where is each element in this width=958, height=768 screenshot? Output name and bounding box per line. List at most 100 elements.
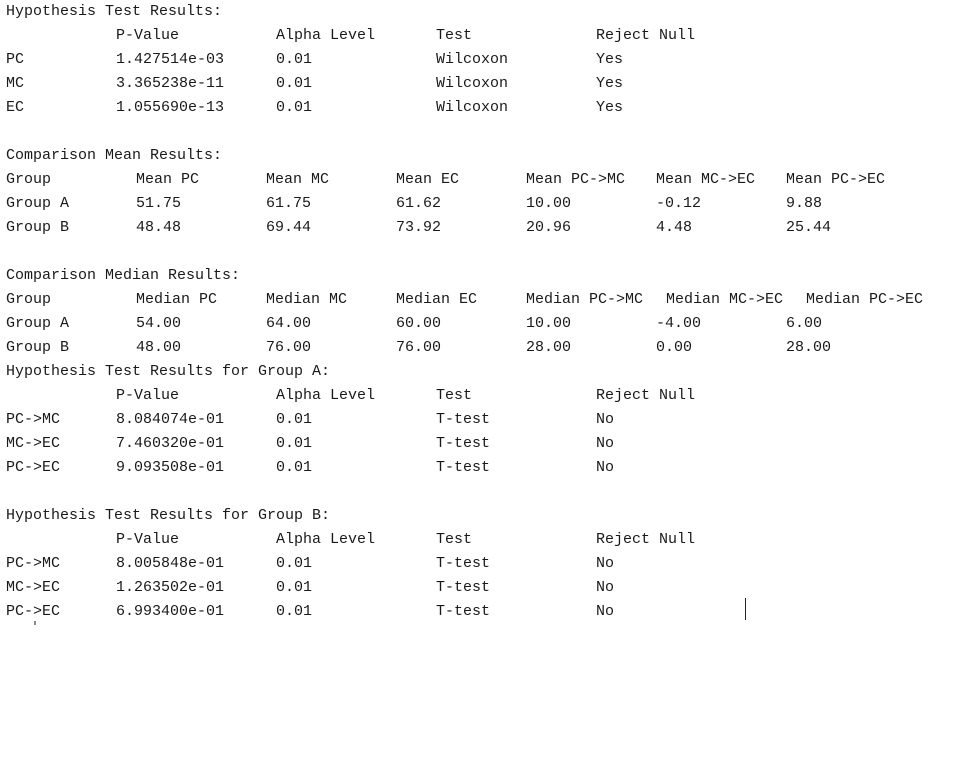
value-cell: 25.44 [786,219,832,236]
mean-results-heading: Comparison Mean Results: [0,144,222,168]
value-cell: 28.00 [526,339,572,356]
test-cell: T-test [436,603,491,620]
test-cell: T-test [436,435,491,452]
table-row: PC->EC 6.993400e-01 0.01 T-test No [0,600,614,624]
reject-cell: No [596,435,615,452]
column-header-alpha: Alpha Level [276,531,376,548]
column-header-median-pc-mc: Median PC->MC [526,291,644,308]
section-title: Hypothesis Test Results for Group A: [6,363,331,380]
table-row: Group A 54.00 64.00 60.00 10.00 -4.00 6.… [0,312,822,336]
value-cell: 0.00 [656,339,693,356]
column-header-median-mc: Median MC [266,291,348,308]
table-row: MC 3.365238e-11 0.01 Wilcoxon Yes [0,72,623,96]
column-header-mean-pc: Mean PC [136,171,200,188]
table-row: Group B 48.48 69.44 73.92 20.96 4.48 25.… [0,216,831,240]
column-header-mean-mc-ec: Mean MC->EC [656,171,756,188]
alpha-cell: 0.01 [276,435,313,452]
divider [34,621,36,625]
value-cell: 28.00 [786,339,832,356]
column-header-reject: Reject Null [596,531,696,548]
reject-cell: Yes [596,75,624,92]
section-title: Hypothesis Test Results for Group B: [6,507,331,524]
alpha-cell: 0.01 [276,459,313,476]
table-row: Group A 51.75 61.75 61.62 10.00 -0.12 9.… [0,192,822,216]
p-value-cell: 8.084074e-01 [116,411,225,428]
value-cell: 48.00 [136,339,182,356]
row-label: EC [6,99,25,116]
value-cell: 9.88 [786,195,823,212]
alpha-cell: 0.01 [276,75,313,92]
reject-cell: No [596,603,615,620]
row-label: Group B [6,339,70,356]
column-header-mean-pc-mc: Mean PC->MC [526,171,626,188]
p-value-cell: 7.460320e-01 [116,435,225,452]
column-header-reject: Reject Null [596,27,696,44]
p-value-cell: 1.055690e-13 [116,99,225,116]
column-header-median-mc-ec: Median MC->EC [666,291,784,308]
column-header-p-value: P-Value [116,27,180,44]
column-header-reject: Reject Null [596,387,696,404]
alpha-cell: 0.01 [276,579,313,596]
hypothesis-results-header-row: P-Value Alpha Level Test Reject Null [0,24,695,48]
p-value-cell: 9.093508e-01 [116,459,225,476]
p-value-cell: 6.993400e-01 [116,603,225,620]
column-header-median-pc-ec: Median PC->EC [806,291,924,308]
hypothesis-results-heading: Hypothesis Test Results: [0,0,222,24]
table-row: EC 1.055690e-13 0.01 Wilcoxon Yes [0,96,623,120]
column-header-group: Group [6,171,52,188]
section-title: Comparison Median Results: [6,267,241,284]
column-header-median-ec: Median EC [396,291,478,308]
test-cell: T-test [436,411,491,428]
median-results-heading: Comparison Median Results: [0,264,240,288]
group-b-hypothesis-heading: Hypothesis Test Results for Group B: [0,504,330,528]
value-cell: 51.75 [136,195,182,212]
column-header-group: Group [6,291,52,308]
column-header-median-pc: Median PC [136,291,218,308]
value-cell: 76.00 [396,339,442,356]
value-cell: -4.00 [656,315,702,332]
test-cell: T-test [436,579,491,596]
row-label: PC [6,51,25,68]
value-cell: 10.00 [526,315,572,332]
value-cell: 76.00 [266,339,312,356]
alpha-cell: 0.01 [276,555,313,572]
table-row: MC->EC 7.460320e-01 0.01 T-test No [0,432,614,456]
alpha-cell: 0.01 [276,51,313,68]
group-a-hypothesis-heading: Hypothesis Test Results for Group A: [0,360,330,384]
alpha-cell: 0.01 [276,603,313,620]
value-cell: 73.92 [396,219,442,236]
row-label: MC->EC [6,579,61,596]
test-cell: Wilcoxon [436,51,509,68]
p-value-cell: 1.427514e-03 [116,51,225,68]
column-header-p-value: P-Value [116,531,180,548]
value-cell: 4.48 [656,219,693,236]
column-header-mean-ec: Mean EC [396,171,460,188]
reject-cell: Yes [596,99,624,116]
column-header-mean-pc-ec: Mean PC->EC [786,171,886,188]
value-cell: 10.00 [526,195,572,212]
group-a-header-row: P-Value Alpha Level Test Reject Null [0,384,695,408]
median-results-header-row: Group Median PC Median MC Median EC Medi… [0,288,923,312]
row-label: Group B [6,219,70,236]
test-cell: T-test [436,555,491,572]
row-label: Group A [6,195,70,212]
console-output[interactable]: Hypothesis Test Results: P-Value Alpha L… [0,0,958,625]
value-cell: 6.00 [786,315,823,332]
text-cursor [745,598,746,620]
row-label: Group A [6,315,70,332]
reject-cell: Yes [596,51,624,68]
table-row: PC 1.427514e-03 0.01 Wilcoxon Yes [0,48,623,72]
value-cell: 48.48 [136,219,182,236]
row-label: PC->EC [6,603,61,620]
reject-cell: No [596,459,615,476]
row-label: PC->MC [6,555,61,572]
test-cell: Wilcoxon [436,99,509,116]
value-cell: 20.96 [526,219,572,236]
value-cell: -0.12 [656,195,702,212]
section-title: Comparison Mean Results: [6,147,223,164]
value-cell: 60.00 [396,315,442,332]
column-header-mean-mc: Mean MC [266,171,330,188]
value-cell: 54.00 [136,315,182,332]
value-cell: 64.00 [266,315,312,332]
alpha-cell: 0.01 [276,411,313,428]
